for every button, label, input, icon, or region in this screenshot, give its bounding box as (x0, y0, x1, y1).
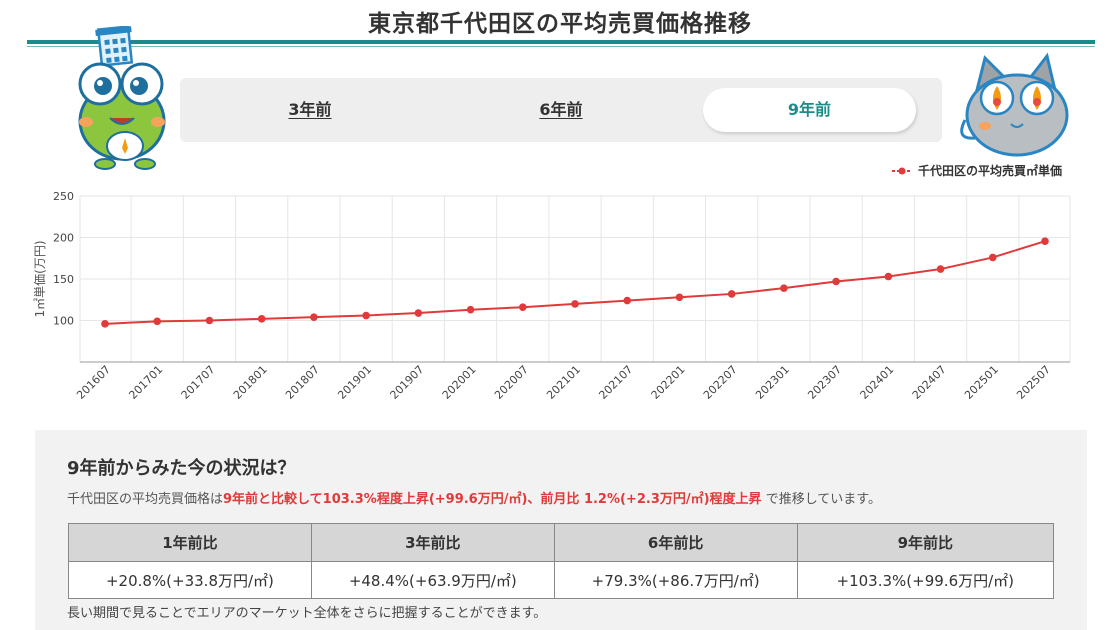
data-point (780, 284, 788, 292)
data-point (571, 300, 579, 308)
price-line-chart: 100 150 200 250 201607 201701 201707 201801 2018… (33, 190, 1071, 402)
x-tick-label: 202501 (962, 363, 1001, 402)
page-title: 東京都千代田区の平均売買価格推移 (368, 11, 752, 37)
data-point (675, 293, 684, 302)
table-header-row: 1年前比 3年前比 6年前比 9年前比 (68, 523, 1055, 562)
data-point (623, 296, 632, 305)
x-tick-label: 201901 (335, 363, 374, 402)
comparison-table: 1年前比 3年前比 6年前比 9年前比 +20.8%(+33.8万円/㎡) +4… (68, 523, 1055, 599)
value-1-year: +20.8%(+33.8万円/㎡) (68, 561, 312, 599)
desc-highlight: 9年前と比較して103.3%程度上昇(+99.6万円/㎡)、前月比 1.2%(+… (223, 492, 762, 507)
x-tick-label: 202307 (805, 363, 844, 402)
title-divider-thin (27, 46, 1095, 47)
summary-panel: 9年前からみた今の状況は？ 千代田区の平均売買価格は9年前と比較して103.3%… (35, 430, 1087, 630)
x-tick-label: 201801 (231, 363, 270, 402)
data-point (101, 320, 109, 328)
data-point (310, 313, 318, 321)
cat-mascot-icon (955, 50, 1075, 160)
x-tick-label: 202007 (492, 363, 531, 402)
summary-heading: 9年前からみた今の状況は？ (67, 458, 296, 479)
tab-9-years-label: 9年前 (787, 100, 832, 119)
tab-3-years-label: 3年前 (288, 100, 332, 119)
value-3-year: +48.4%(+63.9万円/㎡) (310, 561, 555, 599)
data-point (205, 316, 214, 325)
data-point (727, 290, 736, 298)
y-tick-label: 100 (53, 315, 74, 328)
y-tick-label: 150 (53, 273, 74, 286)
x-tick-label: 202407 (910, 363, 949, 402)
period-tabs: 3年前 6年前 9年前 (180, 78, 942, 142)
header-6-year: 6年前比 (553, 523, 798, 562)
x-tick-label: 202507 (1014, 363, 1053, 402)
y-tick-label: 250 (53, 190, 74, 203)
x-tick-label: 202001 (440, 363, 479, 402)
data-point (153, 317, 162, 326)
data-point (988, 253, 997, 262)
value-9-year: +103.3%(+99.6万円/㎡) (796, 561, 1055, 599)
x-tick-label: 201807 (283, 363, 322, 402)
legend-label: 千代田区の平均売買㎡単価 (917, 164, 1062, 178)
header-3-year: 3年前比 (310, 523, 555, 562)
tab-9-years[interactable]: 9年前 (703, 88, 916, 132)
desc-prefix: 千代田区の平均売買価格は (67, 492, 224, 507)
data-point (884, 272, 893, 281)
x-tick-label: 202201 (649, 363, 688, 402)
value-6-year: +79.3%(+86.7万円/㎡) (553, 561, 798, 599)
data-point (936, 265, 945, 273)
x-tick-label: 202401 (858, 363, 897, 402)
chart-legend[interactable]: 千代田区の平均売買㎡単価 (891, 162, 1062, 179)
tab-6-years-label: 6年前 (539, 100, 583, 119)
x-tick-label: 201607 (74, 363, 113, 402)
x-tick-label: 201707 (179, 363, 218, 402)
x-tick-label: 202301 (753, 363, 792, 402)
y-tick-label: 200 (53, 232, 74, 245)
series-line (104, 240, 1046, 325)
data-point (362, 311, 370, 320)
table-row: +20.8%(+33.8万円/㎡) +48.4%(+63.9万円/㎡) +79.… (68, 561, 1055, 599)
y-axis-label: 1㎡単価(万円) (33, 241, 47, 318)
data-point (518, 303, 527, 312)
tab-6-years[interactable]: 6年前 (491, 88, 631, 132)
header-9-year: 9年前比 (796, 523, 1055, 562)
x-tick-label: 201701 (126, 363, 165, 402)
desc-suffix: で推移しています。 (761, 492, 882, 507)
data-point (257, 315, 266, 323)
frog-mascot-icon (70, 25, 175, 171)
title-divider (27, 40, 1095, 44)
x-tick-label: 202107 (596, 363, 635, 402)
data-point (832, 277, 840, 286)
x-tick-label: 201907 (388, 363, 427, 402)
tab-3-years[interactable]: 3年前 (240, 88, 380, 132)
legend-line-icon (891, 167, 912, 174)
summary-description: 千代田区の平均売買価格は9年前と比較して103.3%程度上昇(+99.6万円/㎡… (67, 488, 881, 507)
x-tick-label: 202101 (544, 363, 583, 402)
data-point (414, 309, 423, 317)
summary-footnote: 長い期間で見ることでエリアのマーケット全体をさらに把握することができます。 (67, 606, 547, 621)
x-tick-label: 202207 (701, 363, 740, 402)
data-point (466, 305, 475, 314)
data-point (1041, 237, 1049, 245)
header-1-year: 1年前比 (68, 523, 312, 562)
